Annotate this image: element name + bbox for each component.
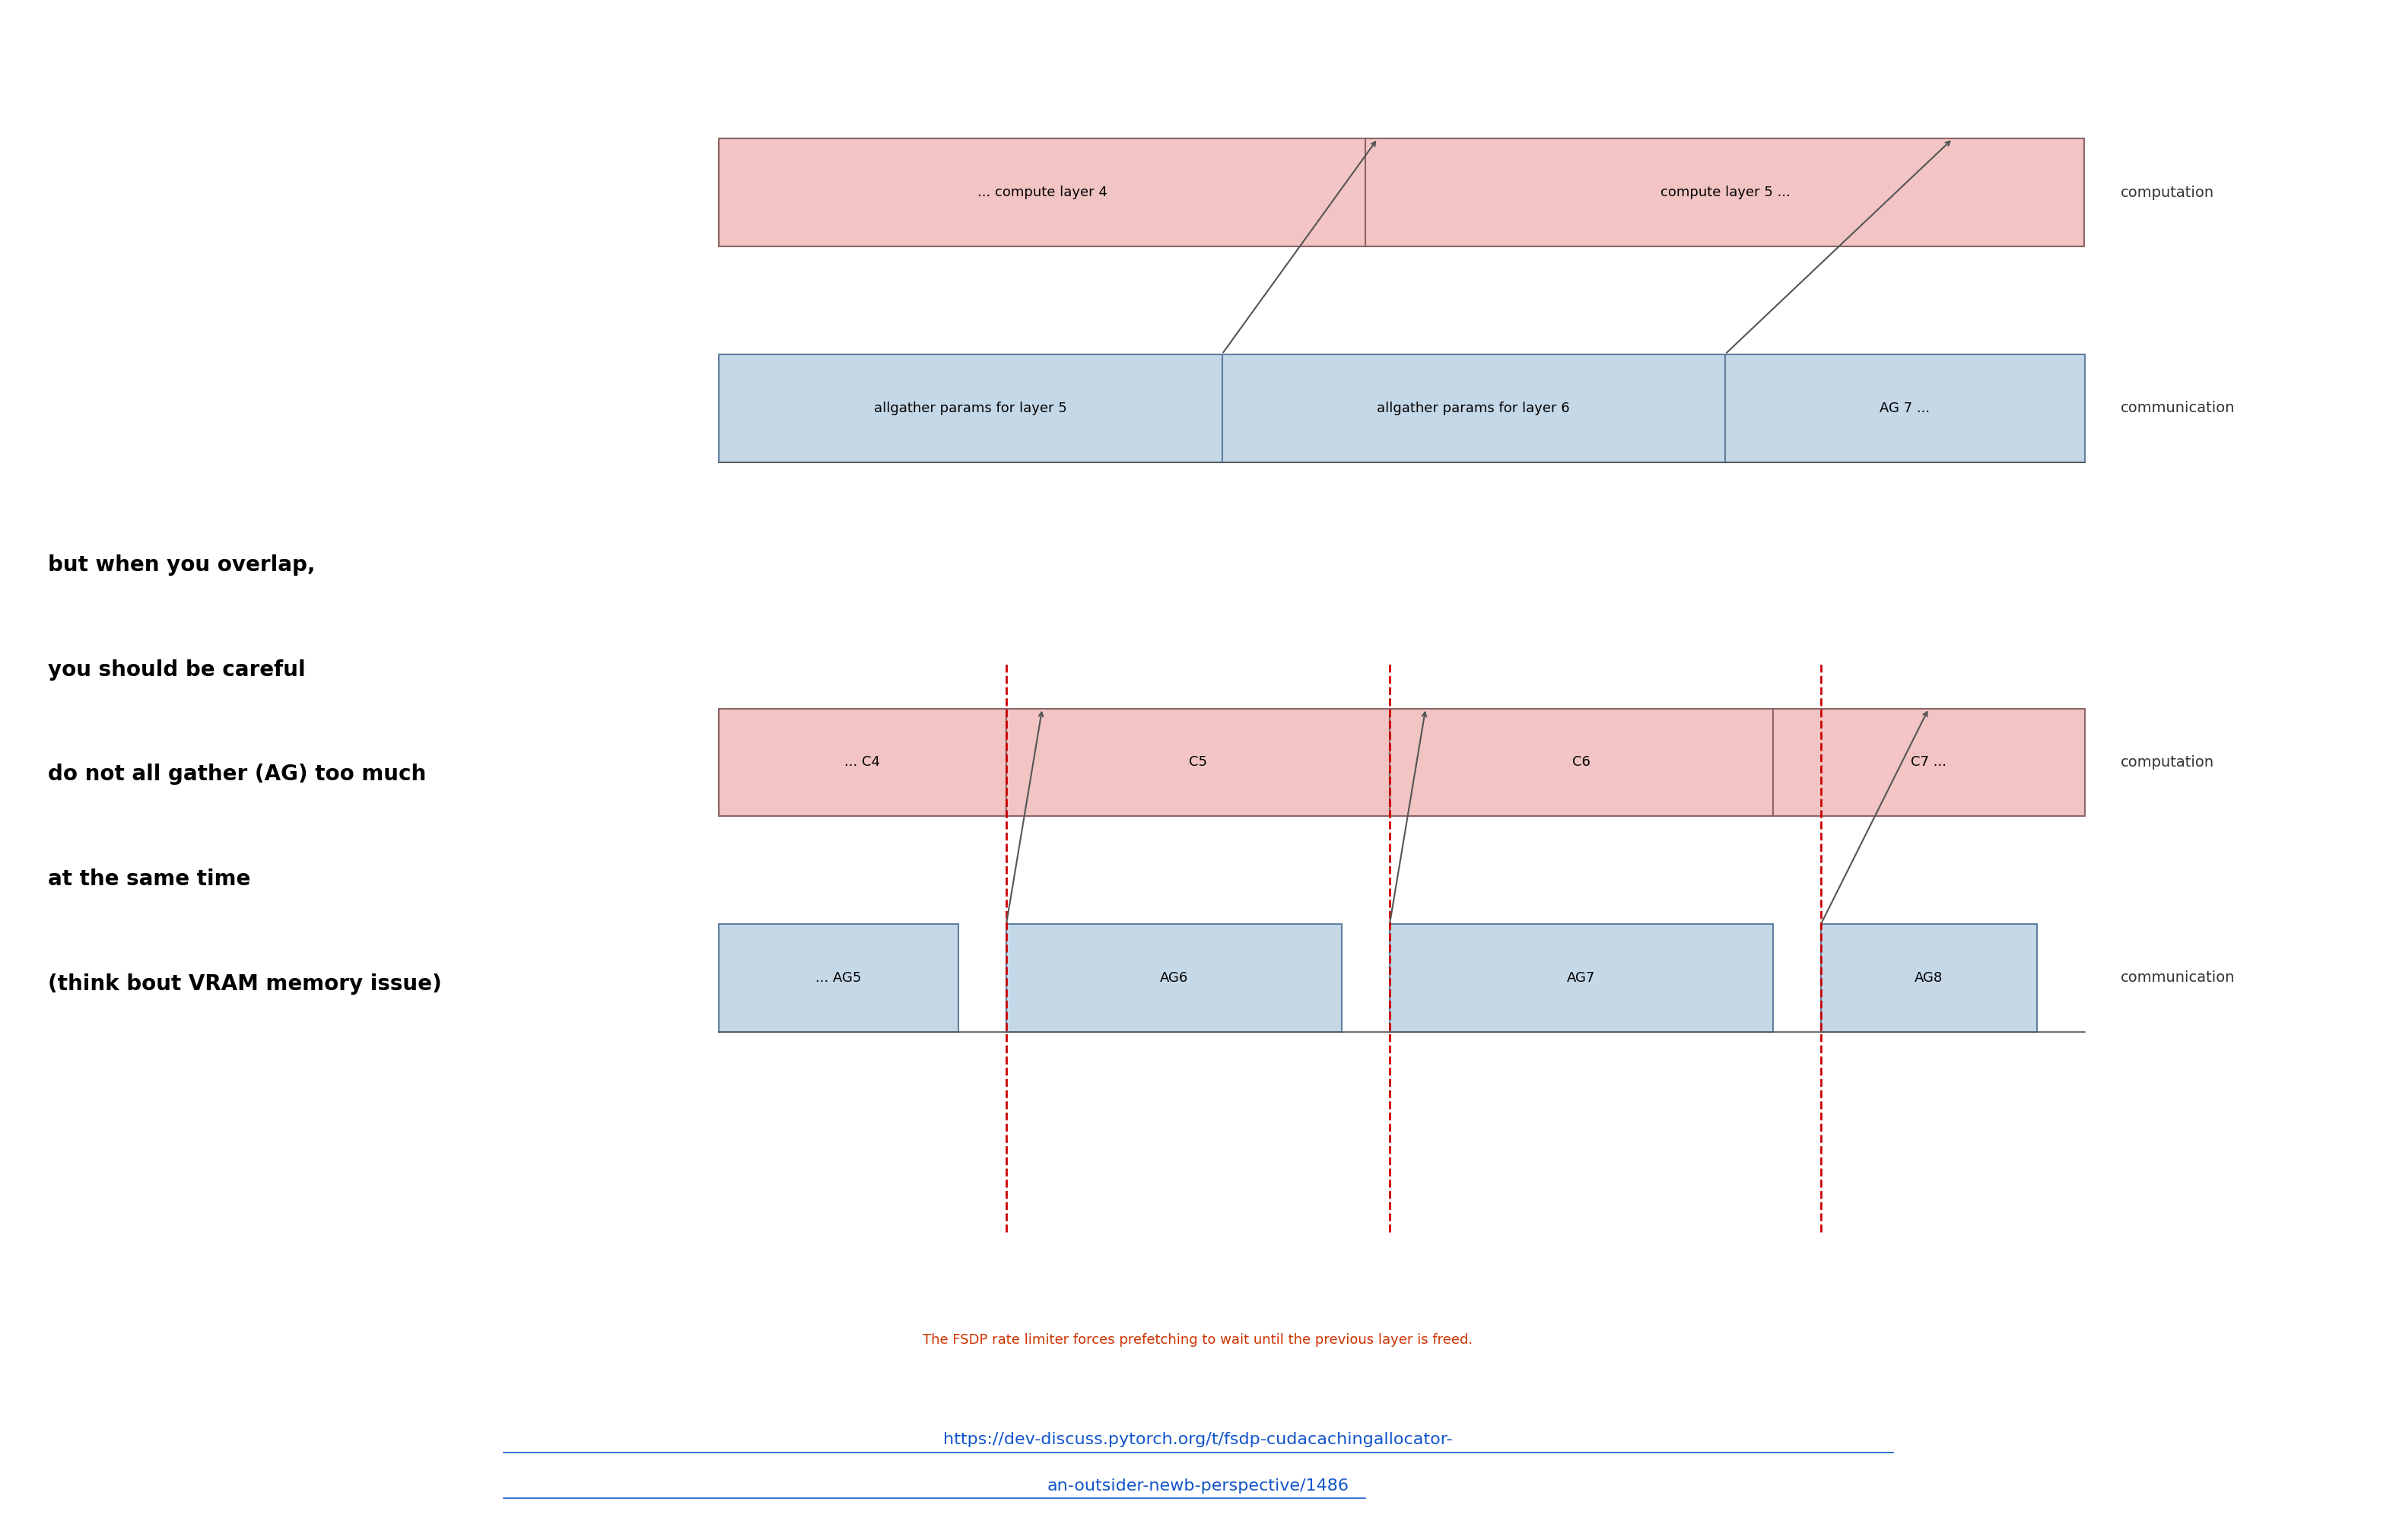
Text: (think bout VRAM memory issue): (think bout VRAM memory issue) [48, 973, 441, 995]
FancyBboxPatch shape [1821, 924, 2037, 1032]
Text: C7 ...: C7 ... [1912, 756, 1946, 768]
Text: AG 7 ...: AG 7 ... [1881, 402, 1929, 414]
Text: ... C4: ... C4 [846, 756, 879, 768]
Text: computation: computation [2120, 755, 2214, 770]
Text: computation: computation [2120, 185, 2214, 200]
FancyBboxPatch shape [719, 139, 1366, 246]
Text: AG6: AG6 [1160, 972, 1188, 984]
Text: ... compute layer 4: ... compute layer 4 [978, 186, 1107, 199]
FancyBboxPatch shape [1773, 708, 2085, 816]
Text: compute layer 5 ...: compute layer 5 ... [1660, 186, 1790, 199]
FancyBboxPatch shape [1725, 354, 2085, 462]
Text: AG7: AG7 [1567, 972, 1596, 984]
FancyBboxPatch shape [719, 924, 958, 1032]
Text: AG8: AG8 [1914, 972, 1943, 984]
Text: ... AG5: ... AG5 [815, 972, 863, 984]
Text: C5: C5 [1188, 756, 1208, 768]
FancyBboxPatch shape [1222, 354, 1725, 462]
FancyBboxPatch shape [1366, 139, 2085, 246]
FancyBboxPatch shape [1390, 708, 1773, 816]
Text: do not all gather (AG) too much: do not all gather (AG) too much [48, 764, 426, 785]
FancyBboxPatch shape [719, 354, 1222, 462]
Text: allgather params for layer 5: allgather params for layer 5 [875, 402, 1066, 414]
FancyBboxPatch shape [1006, 708, 1390, 816]
Text: an-outsider-newb-perspective/1486: an-outsider-newb-perspective/1486 [1047, 1478, 1349, 1494]
Text: The FSDP rate limiter forces prefetching to wait until the previous layer is fre: The FSDP rate limiter forces prefetching… [922, 1334, 1474, 1346]
Text: communication: communication [2120, 970, 2235, 986]
FancyBboxPatch shape [719, 708, 1006, 816]
Text: you should be careful: you should be careful [48, 659, 307, 681]
FancyBboxPatch shape [1006, 924, 1342, 1032]
Text: https://dev-discuss.pytorch.org/t/fsdp-cudacachingallocator-: https://dev-discuss.pytorch.org/t/fsdp-c… [944, 1432, 1452, 1448]
Text: but when you overlap,: but when you overlap, [48, 554, 316, 576]
Text: communication: communication [2120, 400, 2235, 416]
Text: at the same time: at the same time [48, 869, 252, 890]
Text: allgather params for layer 6: allgather params for layer 6 [1378, 402, 1569, 414]
Text: C6: C6 [1572, 756, 1591, 768]
FancyBboxPatch shape [1390, 924, 1773, 1032]
